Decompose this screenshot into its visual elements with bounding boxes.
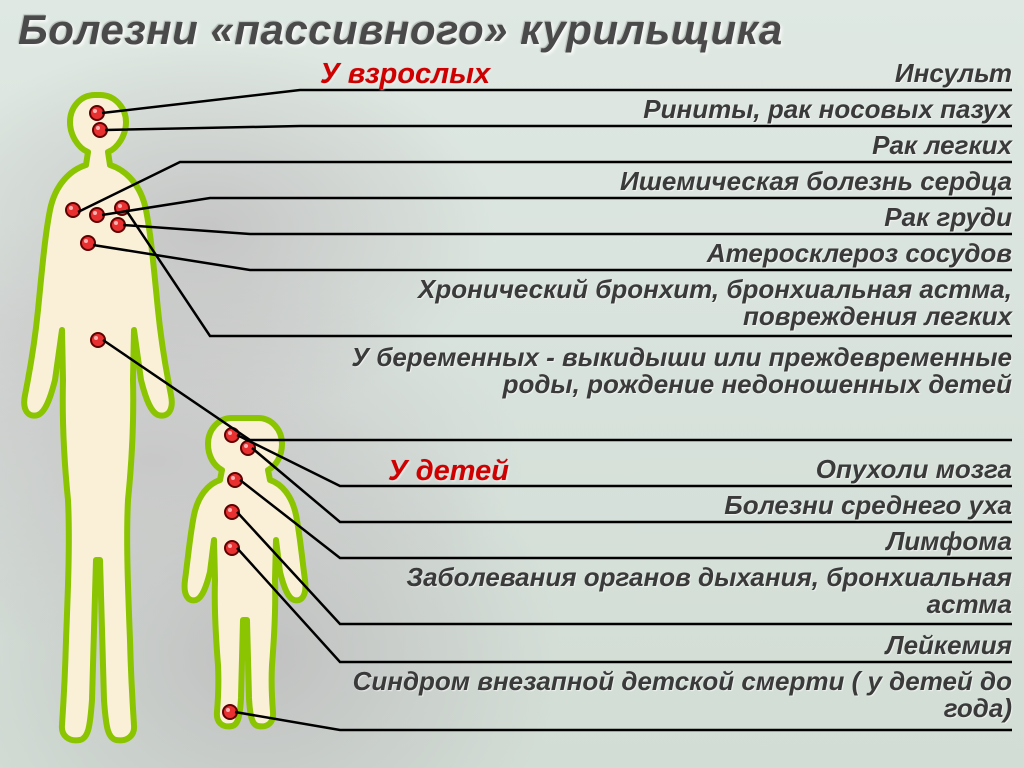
disease-marker [225,541,239,555]
disease-marker [90,208,104,222]
page-title: Болезни «пассивного» курильщика [18,6,783,54]
adult-disease-6: Хронический бронхит, бронхиальная астма,… [272,276,1012,331]
adult-disease-4: Рак груди [884,204,1012,231]
disease-marker [225,428,239,442]
disease-marker [111,218,125,232]
disease-marker [225,505,239,519]
child-disease-1: Болезни среднего уха [724,492,1012,519]
child-disease-2: Лимфома [886,528,1012,555]
disease-marker [241,441,255,455]
disease-marker [66,203,80,217]
disease-marker [90,106,104,120]
adult-markers [66,106,129,347]
child-markers [223,428,255,719]
adult-disease-7: У беременных - выкидыши или преждевремен… [292,344,1012,399]
child-disease-4: Лейкемия [886,632,1012,659]
adult-disease-2: Рак легких [872,132,1012,159]
disease-marker [91,333,105,347]
child-disease-5: Синдром внезапной детской смерти ( у дет… [292,668,1012,723]
adult-disease-3: Ишемическая болезнь сердца [620,168,1012,195]
disease-marker [115,201,129,215]
disease-marker [81,236,95,250]
adult-disease-1: Риниты, рак носовых пазух [643,96,1012,123]
adult-disease-0: Инсульт [895,60,1012,87]
connector-line [123,225,1012,234]
children-section-header: У детей [388,455,509,488]
adults-section-header: У взрослых [320,58,490,91]
disease-marker [228,473,242,487]
child-silhouette [185,418,306,726]
child-disease-3: Заболевания органов дыхания, бронхиальна… [372,564,1012,619]
disease-marker [223,705,237,719]
adult-silhouette [24,95,172,740]
child-disease-0: Опухоли мозга [816,456,1012,483]
connector-line [102,198,1012,215]
disease-marker [93,123,107,137]
adult-disease-5: Атеросклероз сосудов [707,240,1012,267]
